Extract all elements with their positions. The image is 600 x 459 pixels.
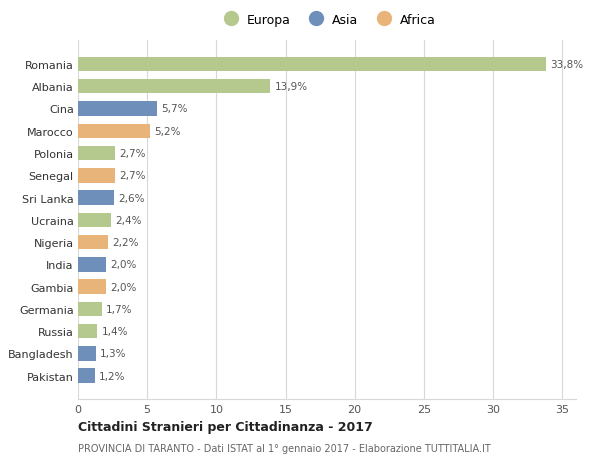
Text: 5,2%: 5,2% bbox=[154, 127, 181, 136]
Text: 1,7%: 1,7% bbox=[106, 304, 132, 314]
Bar bbox=[78, 324, 97, 339]
Bar bbox=[78, 80, 270, 94]
Text: PROVINCIA DI TARANTO - Dati ISTAT al 1° gennaio 2017 - Elaborazione TUTTITALIA.I: PROVINCIA DI TARANTO - Dati ISTAT al 1° … bbox=[78, 443, 491, 453]
Text: 33,8%: 33,8% bbox=[550, 60, 583, 70]
Bar bbox=[78, 124, 150, 139]
Text: 2,2%: 2,2% bbox=[113, 238, 139, 247]
Bar bbox=[78, 213, 111, 228]
Text: 2,0%: 2,0% bbox=[110, 282, 136, 292]
Bar bbox=[78, 280, 106, 294]
Bar bbox=[78, 369, 95, 383]
Bar bbox=[78, 146, 115, 161]
Text: 2,6%: 2,6% bbox=[118, 193, 145, 203]
Text: 2,0%: 2,0% bbox=[110, 260, 136, 270]
Bar bbox=[78, 302, 101, 316]
Bar bbox=[78, 191, 114, 205]
Bar bbox=[78, 257, 106, 272]
Text: 5,7%: 5,7% bbox=[161, 104, 187, 114]
Text: 1,3%: 1,3% bbox=[100, 349, 127, 358]
Text: 1,4%: 1,4% bbox=[101, 326, 128, 336]
Text: 1,2%: 1,2% bbox=[99, 371, 125, 381]
Legend: Europa, Asia, Africa: Europa, Asia, Africa bbox=[214, 9, 440, 32]
Text: 2,4%: 2,4% bbox=[115, 215, 142, 225]
Text: Cittadini Stranieri per Cittadinanza - 2017: Cittadini Stranieri per Cittadinanza - 2… bbox=[78, 420, 373, 433]
Bar bbox=[78, 57, 545, 72]
Text: 2,7%: 2,7% bbox=[119, 171, 146, 181]
Bar bbox=[78, 168, 115, 183]
Bar bbox=[78, 102, 157, 117]
Text: 13,9%: 13,9% bbox=[274, 82, 308, 92]
Text: 2,7%: 2,7% bbox=[119, 149, 146, 159]
Bar bbox=[78, 347, 96, 361]
Bar bbox=[78, 235, 109, 250]
